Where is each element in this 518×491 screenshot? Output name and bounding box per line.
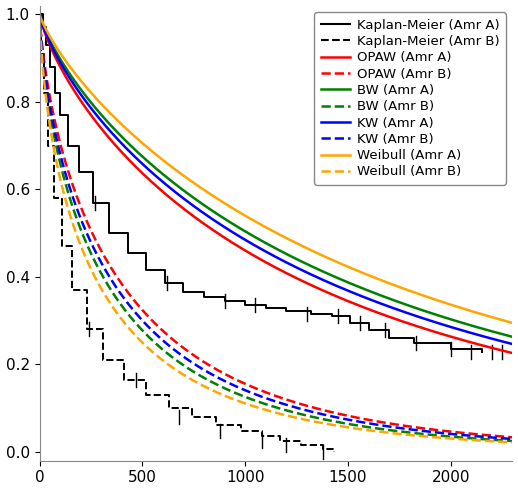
Legend: Kaplan-Meier (Amr A), Kaplan-Meier (Amr B), OPAW (Amr A), OPAW (Amr B), BW (Amr : Kaplan-Meier (Amr A), Kaplan-Meier (Amr … [314,12,506,185]
